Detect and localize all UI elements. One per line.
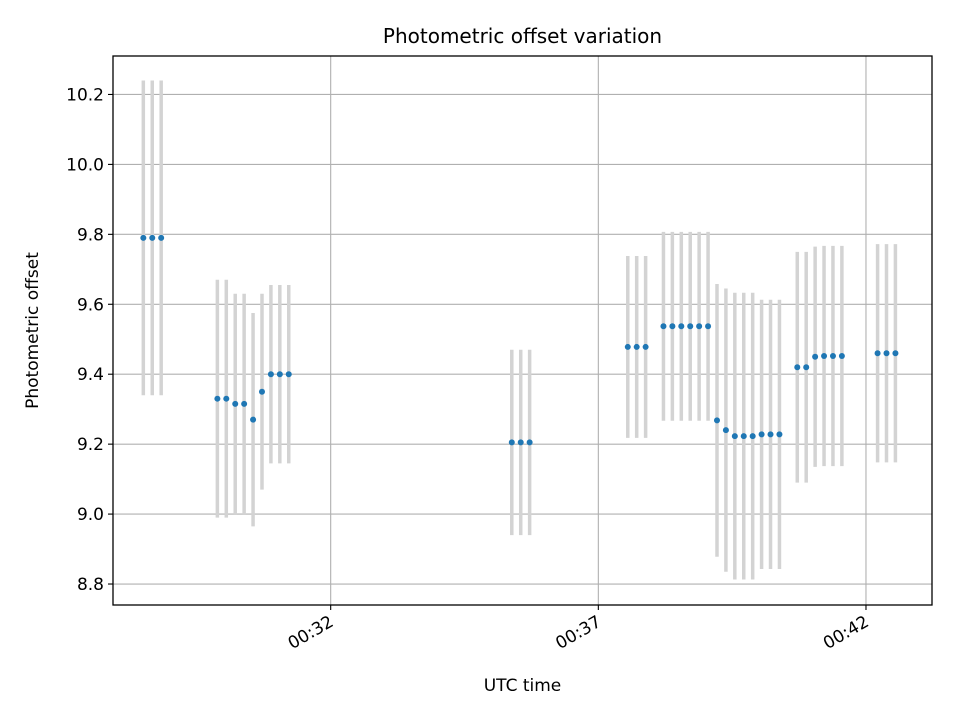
data-point [250, 416, 257, 423]
data-point [829, 353, 836, 360]
y-tick-label: 9.8 [77, 225, 104, 245]
data-point [633, 343, 640, 350]
data-point [158, 234, 165, 241]
data-point [731, 433, 738, 440]
data-point [713, 417, 720, 424]
data-point [838, 353, 845, 360]
data-points [140, 234, 899, 446]
data-point [758, 431, 765, 438]
plot-frame [112, 55, 933, 606]
y-tick-label: 9.6 [77, 295, 104, 315]
chart-title: Photometric offset variation [383, 24, 662, 48]
data-point [874, 350, 881, 357]
data-point [526, 439, 533, 446]
data-point [669, 323, 676, 330]
y-tick-label: 9.4 [77, 365, 104, 385]
data-point [276, 371, 283, 378]
x-tick-label: 00:32 [285, 612, 337, 654]
grid [113, 56, 932, 605]
data-point [140, 234, 147, 241]
data-point [821, 353, 828, 360]
data-point [678, 323, 685, 330]
data-point [214, 395, 221, 402]
data-point [223, 395, 230, 402]
data-point [812, 353, 819, 360]
y-tick-label: 10.0 [66, 155, 104, 175]
data-point [517, 439, 524, 446]
y-tick-label: 9.2 [77, 435, 104, 455]
data-point [258, 388, 265, 395]
data-point [740, 433, 747, 440]
data-point [624, 343, 631, 350]
data-point [267, 371, 274, 378]
data-point [149, 234, 156, 241]
y-tick-label: 10.2 [66, 85, 104, 105]
data-point [642, 343, 649, 350]
data-point [892, 350, 899, 357]
data-point [705, 323, 712, 330]
data-point [232, 400, 239, 407]
data-point [687, 323, 694, 330]
data-point [794, 364, 801, 371]
error-bars [141, 80, 898, 580]
data-point [660, 323, 667, 330]
y-tick-label: 9.0 [77, 505, 104, 525]
x-tick-label: 00:42 [820, 612, 872, 654]
data-point [767, 431, 774, 438]
data-point [749, 433, 756, 440]
data-point [883, 350, 890, 357]
data-point [241, 400, 248, 407]
y-tick-label: 8.8 [77, 575, 104, 595]
x-axis-label: UTC time [484, 676, 562, 696]
y-axis-label: Photometric offset [23, 252, 43, 409]
data-point [285, 371, 292, 378]
data-point [696, 323, 703, 330]
x-tick-label: 00:37 [552, 612, 604, 654]
data-point [722, 427, 729, 434]
data-point [508, 439, 515, 446]
data-point [803, 364, 810, 371]
data-point [776, 431, 783, 438]
